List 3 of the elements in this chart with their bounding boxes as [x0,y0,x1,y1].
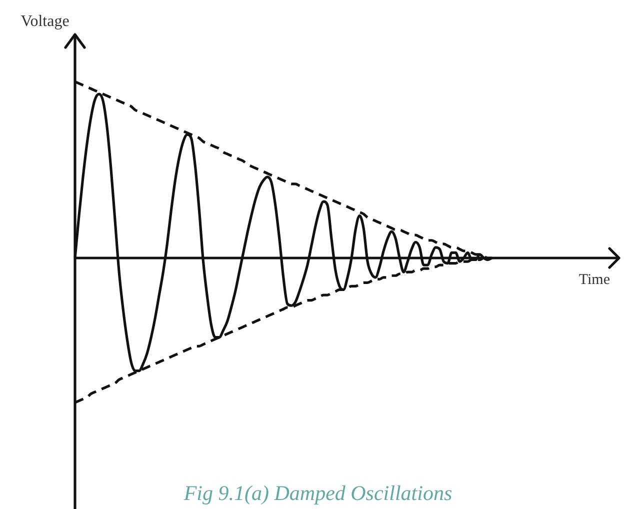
caption: Fig 9.1(a) Damped Oscillations [182,481,452,505]
x-axis-title: Time [578,272,610,288]
y-axis-title: Voltage [20,13,70,30]
